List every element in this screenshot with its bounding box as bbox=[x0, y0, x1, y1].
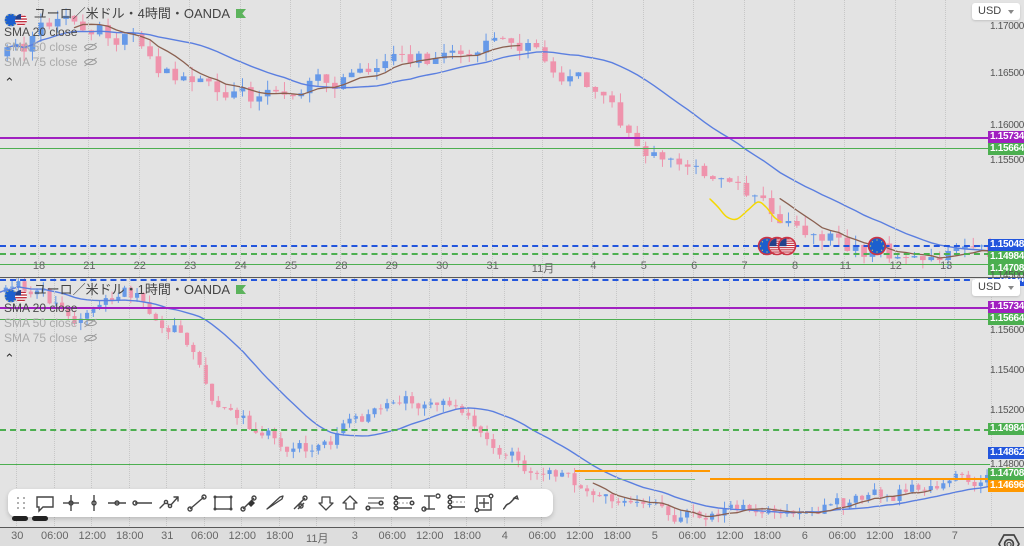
svg-text:O: O bbox=[1006, 540, 1012, 546]
